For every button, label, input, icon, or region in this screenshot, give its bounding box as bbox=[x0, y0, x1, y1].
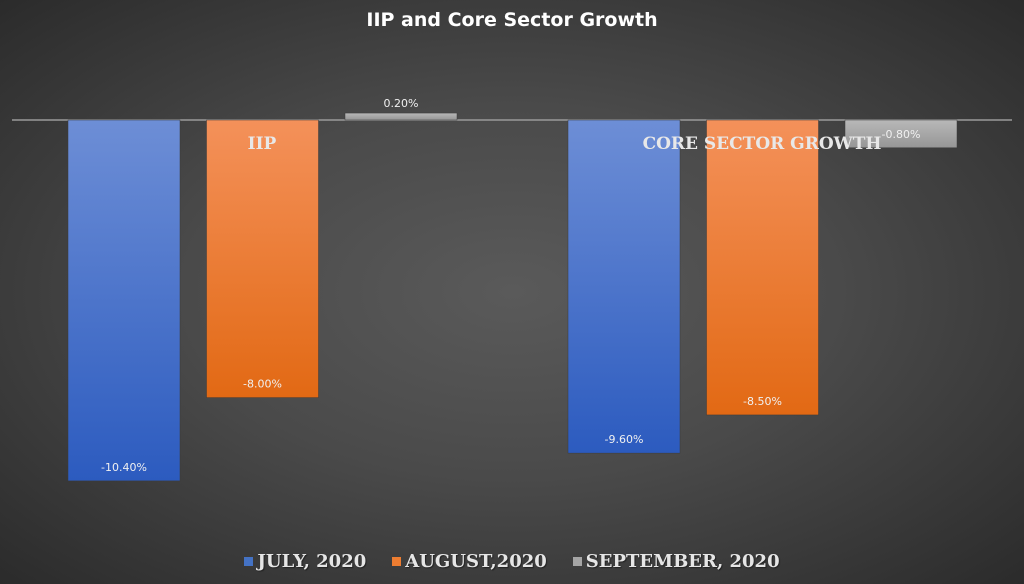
data-label: -9.60% bbox=[605, 433, 644, 446]
legend-item: SEPTEMBER, 2020 bbox=[572, 551, 780, 572]
data-label: -8.50% bbox=[743, 395, 782, 408]
bar bbox=[206, 119, 319, 398]
bar bbox=[567, 119, 681, 454]
legend-swatch bbox=[572, 557, 582, 566]
legend-swatch bbox=[392, 557, 402, 566]
legend-swatch bbox=[244, 557, 254, 566]
bar bbox=[344, 112, 458, 121]
data-label: -8.00% bbox=[243, 378, 282, 391]
category-label: IIP bbox=[248, 134, 277, 154]
data-label: -10.40% bbox=[101, 461, 147, 474]
bar bbox=[844, 119, 958, 149]
legend-label: JULY, 2020 bbox=[257, 551, 367, 572]
bar bbox=[706, 119, 819, 416]
data-label: 0.20% bbox=[384, 97, 419, 110]
category-label: CORE SECTOR GROWTH bbox=[643, 134, 882, 154]
chart-title: IIP and Core Sector Growth bbox=[366, 9, 658, 31]
legend: JULY, 2020 AUGUST,2020 SEPTEMBER, 2020 bbox=[0, 551, 1024, 572]
legend-label: AUGUST,2020 bbox=[405, 551, 547, 572]
bar bbox=[67, 119, 181, 482]
legend-item: JULY, 2020 bbox=[244, 551, 366, 572]
data-label: -0.80% bbox=[882, 128, 921, 141]
legend-item: AUGUST,2020 bbox=[392, 551, 547, 572]
legend-label: SEPTEMBER, 2020 bbox=[585, 551, 780, 572]
